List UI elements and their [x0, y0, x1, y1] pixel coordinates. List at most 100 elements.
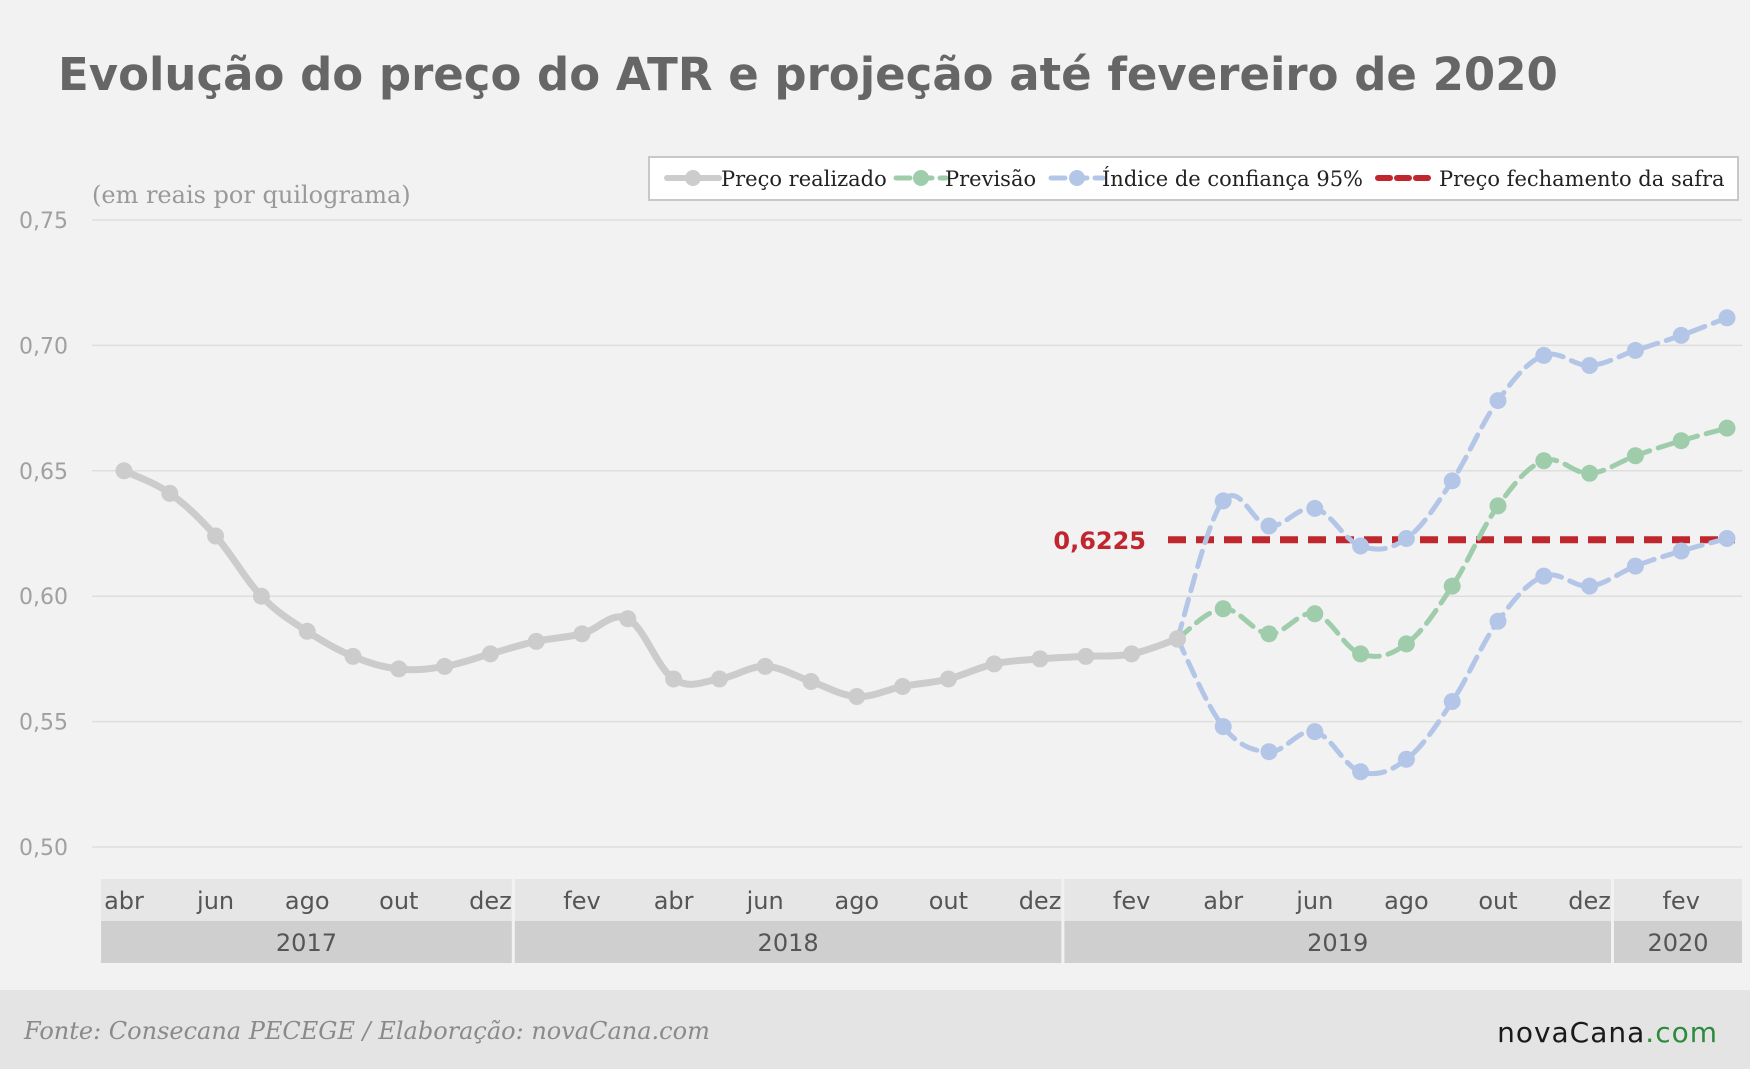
- data-point: [1397, 750, 1415, 768]
- series-line: [1174, 536, 1730, 777]
- data-point: [1489, 612, 1507, 630]
- unit-label: (em reais por quilograma): [92, 181, 411, 209]
- year-label: 2019: [1307, 929, 1368, 957]
- x-tick-label: ago: [834, 887, 879, 915]
- legend-label: Preço fechamento da safra: [1439, 167, 1725, 191]
- logo-suffix: .com: [1645, 1016, 1718, 1049]
- y-tick-label: 0,65: [19, 460, 68, 485]
- data-point: [710, 670, 728, 688]
- data-point: [756, 657, 774, 675]
- series-2: [1168, 309, 1736, 648]
- gridlines: [92, 219, 1742, 848]
- data-point: [344, 647, 362, 665]
- x-axis-bands: 2017 2018 2019 2020 abr jun ago out dez fev abr jun…: [101, 879, 1742, 963]
- data-point: [1626, 341, 1644, 359]
- legend-label: Previsão: [945, 167, 1036, 191]
- data-point: [161, 484, 179, 502]
- month-band: [1614, 879, 1742, 921]
- legend-item: Preço realizado: [664, 167, 887, 191]
- series-1: [1168, 419, 1736, 663]
- data-point: [1672, 326, 1690, 344]
- data-point: [1123, 645, 1141, 663]
- legend-label: Preço realizado: [721, 167, 887, 191]
- x-tick-label: out: [1478, 887, 1517, 915]
- month-band: [1064, 879, 1611, 921]
- data-point: [115, 462, 133, 480]
- data-point: [1214, 718, 1232, 736]
- novacana-logo[interactable]: novaCana.com: [1497, 1016, 1718, 1049]
- legend-item: Previsão: [893, 167, 1036, 191]
- y-tick-label: 0,55: [19, 711, 68, 736]
- data-point: [1260, 743, 1278, 761]
- data-point: [665, 670, 683, 688]
- year-label: 2018: [758, 929, 819, 957]
- legend-item: Preço fechamento da safra: [1375, 167, 1725, 191]
- data-point: [573, 625, 591, 643]
- data-point: [298, 622, 316, 640]
- data-point: [1214, 492, 1232, 510]
- data-point: [207, 527, 225, 545]
- source-note: Fonte: Consecana PECEGE / Elaboração: no…: [24, 1017, 710, 1045]
- legend-marker: [685, 170, 701, 186]
- data-point: [1306, 499, 1324, 517]
- x-tick-label: ago: [285, 887, 330, 915]
- legend-item: Índice de confiança 95%: [1048, 167, 1363, 191]
- data-point: [939, 670, 957, 688]
- x-tick-label: dez: [1568, 887, 1611, 915]
- series-3: [1168, 530, 1736, 781]
- x-tick-label: fev: [1662, 887, 1699, 915]
- year-band: [1614, 921, 1742, 963]
- year-band: [514, 921, 1062, 963]
- y-tick-label: 0,75: [19, 209, 68, 234]
- year-band: [1064, 921, 1611, 963]
- data-point: [1214, 600, 1232, 618]
- data-point: [1718, 309, 1736, 327]
- data-point: [1489, 392, 1507, 410]
- data-point: [1672, 432, 1690, 450]
- data-point: [1260, 517, 1278, 535]
- series-group: [115, 309, 1736, 781]
- chart-title: Evolução do preço do ATR e projeção até …: [58, 48, 1558, 101]
- x-tick-label: ago: [1384, 887, 1429, 915]
- reference-line-group: 0,6225: [1053, 527, 1735, 555]
- data-point: [1443, 577, 1461, 595]
- x-tick-label: dez: [469, 887, 512, 915]
- data-point: [1306, 605, 1324, 623]
- data-point: [1443, 693, 1461, 711]
- data-point: [1031, 650, 1049, 668]
- month-band: [101, 879, 512, 921]
- data-point: [1397, 635, 1415, 653]
- legend-marker: [1069, 170, 1085, 186]
- data-point: [527, 632, 545, 650]
- x-tick-label: jun: [196, 887, 234, 915]
- data-point: [802, 672, 820, 690]
- data-point: [1581, 356, 1599, 374]
- data-point: [1352, 763, 1370, 781]
- data-point: [1443, 472, 1461, 490]
- x-tick-label: fev: [563, 887, 600, 915]
- data-point: [619, 610, 637, 628]
- data-point: [1581, 577, 1599, 595]
- y-tick-label: 0,60: [19, 585, 68, 610]
- year-label: 2017: [276, 929, 337, 957]
- data-point: [1626, 447, 1644, 465]
- x-tick-label: out: [929, 887, 968, 915]
- data-point: [1397, 530, 1415, 548]
- legend-box: [648, 156, 1739, 201]
- data-point: [985, 655, 1003, 673]
- x-tick-label: abr: [654, 887, 694, 915]
- data-point: [1260, 625, 1278, 643]
- legend: Preço realizado Previsão Índice de confian…: [648, 156, 1739, 201]
- data-point: [848, 688, 866, 706]
- legend-marker: [913, 170, 929, 186]
- chart-area: (em reais por quilograma) 0,75 0,70 0,65 0,…: [19, 156, 1742, 963]
- data-point: [1535, 452, 1553, 470]
- x-tick-label: jun: [1295, 887, 1333, 915]
- x-tick-label: jun: [746, 887, 784, 915]
- y-tick-label: 0,70: [19, 334, 68, 359]
- x-tick-label: dez: [1019, 887, 1062, 915]
- y-axis-ticks: 0,75 0,70 0,65 0,60 0,55 0,50: [19, 209, 68, 861]
- data-point: [1718, 530, 1736, 548]
- data-point: [1581, 464, 1599, 482]
- year-label: 2020: [1647, 929, 1708, 957]
